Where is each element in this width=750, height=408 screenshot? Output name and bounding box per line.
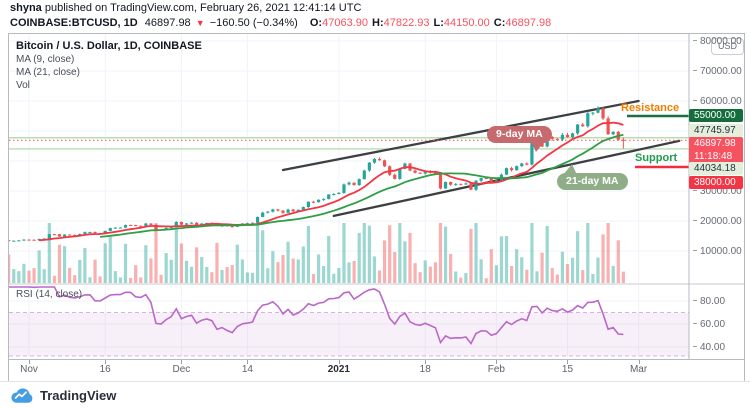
symbol-status-line: COINBASE:BTCUSD, 1D 46897.98 ▼ −160.50 (… [10,16,740,30]
time-tick-icon [105,360,107,364]
price-badge: 46897.98 11:18:48 [689,137,743,163]
badge-price: 44034.18 [694,163,736,174]
callout-tail-icon [530,141,545,152]
badge-price: 38000.00 [694,177,736,188]
symbol-title: COINBASE:BTCUSD, 1D [10,17,138,29]
last-price: 46897.98 [144,17,191,29]
ohlc-value: 47822.93 [383,17,430,29]
price-badge: 55000.00 [689,109,743,122]
time-tick-icon [29,360,30,364]
author-name: shyna [10,2,42,14]
time-tick-icon [638,360,640,364]
axis-label-text: 60.00 [700,318,726,330]
time-tick-icon [181,360,183,364]
axis-tick-icon [693,300,697,302]
publish-line: shyna published on TradingView.com, Febr… [10,2,740,15]
price-axis-label: 40.00 [693,341,725,354]
price-axis-label: 60.00 [693,318,725,331]
axis-label-text: 10000.00 [700,245,742,257]
axis-tick-icon [693,190,697,192]
time-axis-label: 2021 [327,364,350,375]
axis-label-text: 20000.00 [700,215,742,227]
ma9-callout[interactable]: 9-day MA [487,126,552,152]
time-axis-label: 16 [99,364,111,375]
ohlc-label: H: [372,17,384,29]
price-badge: 38000.00 [689,176,743,189]
brand-name: TradingView [40,387,117,403]
price-axis-label: 10000.00 [693,245,742,258]
price-axis-label: 70000.00 [693,65,742,78]
price-change: −160.50 (−0.34%) [209,17,298,29]
ohlc-label: L: [433,17,444,29]
time-axis[interactable]: Nov 16 Dec 14 2021 18 Feb 15 Mar [9,359,744,381]
ma21-callout[interactable]: 21-day MA [557,164,628,190]
time-axis-label: 15 [561,364,574,375]
axis-tick-icon [693,70,697,72]
ma21-line [100,133,624,238]
price-badge: 47745.97 [689,124,743,137]
time-axis-label: Dec [172,364,191,375]
axis-tick-icon [693,100,697,102]
axis-label-text: 80000.00 [700,35,742,47]
rsi-band [9,312,689,357]
axis-label-text: 40.00 [700,341,726,353]
time-tick-icon [247,360,249,364]
axis-label-text: 70000.00 [700,65,742,77]
badge-countdown: 11:18:48 [694,151,733,162]
badge-price: 55000.00 [694,110,736,121]
time-axis-label: 18 [419,364,431,375]
price-axis-label: 80.00 [693,295,725,308]
tradingview-logo[interactable] [10,386,33,405]
time-tick-icon [425,360,427,364]
badge-price: 47745.97 [694,125,736,136]
ma9-line [39,121,624,242]
rsi-line [9,286,624,345]
time-axis-label: 14 [241,364,253,375]
axis-tick-icon [693,220,697,222]
ohlc-label: O: [309,17,323,29]
time-tick-icon [567,360,569,364]
ohlc-value: 46897.98 [505,17,552,29]
time-axis-label: Feb [487,364,505,375]
time-tick-icon [496,360,498,364]
ma21-callout-text: 21-day MA [566,175,619,187]
currency-toggle-button[interactable]: USD [711,38,744,55]
time-axis-label: Nov [20,364,38,375]
level-lines [9,137,695,150]
ohlc-value: 44150.00 [443,17,490,29]
rsi-legend[interactable]: RSI (14, close) [16,289,83,300]
chart-canvas[interactable] [9,34,744,359]
time-axis-label: Mar [629,364,648,375]
grid-layer [9,34,689,358]
resistance-label[interactable]: Resistance [621,102,680,114]
axis-label-text: 80.00 [700,295,726,307]
axis-tick-icon [693,250,697,252]
callout-tail-icon [563,164,577,175]
ma9-callout-text: 9-day MA [496,128,543,140]
price-badge: 44034.18 [689,162,743,175]
price-axis-label: 30000.00 [693,185,742,198]
ohlc-value: 47063.90 [322,17,368,29]
publish-info: published on TradingView.com, February 2… [44,2,362,14]
ohlc-label: C: [493,17,506,29]
ohlc-values: O:47063.90 H:47822.93 L:44150.00 C:46897.98 [306,17,551,29]
volume-layer [9,223,625,283]
chart-widget: Bitcoin / U.S. Dollar, 1D, COINBASE MA (… [8,33,745,381]
badge-price: 46897.98 [694,138,736,149]
time-tick-icon [338,360,340,364]
axis-tick-icon [693,40,697,42]
support-label[interactable]: Support [635,152,678,164]
footer-bar: TradingView [0,381,750,408]
axis-label-text: 60000.00 [700,95,742,107]
down-triangle-icon: ▼ [195,18,205,28]
price-axis-label: 20000.00 [693,215,742,228]
price-axis[interactable]: 80000.00 70000.00 60000.00 30000.00 20000.00… [688,34,744,359]
axis-tick-icon [693,323,697,325]
axis-label-text: 30000.00 [700,185,742,197]
price-axis-label: 80000.00 [693,35,742,48]
axis-tick-icon [693,346,697,348]
publish-header: shyna published on TradingView.com, Febr… [10,2,740,30]
price-axis-label: 60000.00 [693,95,742,108]
